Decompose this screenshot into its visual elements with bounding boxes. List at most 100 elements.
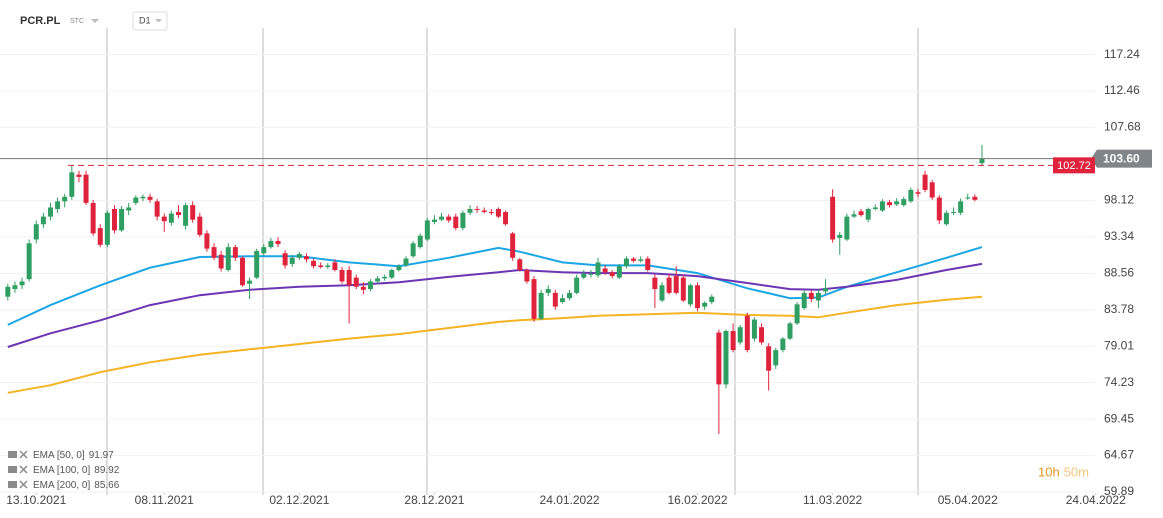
- interval[interactable]: D1: [139, 15, 151, 25]
- candles: [5, 144, 985, 434]
- candle-body: [62, 196, 68, 202]
- candle-body: [140, 196, 146, 199]
- candle-body: [823, 288, 829, 292]
- countdown-hours: 10h: [1038, 464, 1060, 479]
- candle-body: [922, 174, 928, 190]
- candle-body: [567, 292, 573, 299]
- candle-body: [581, 273, 587, 278]
- x-tick-label: 28.12.2021: [404, 493, 464, 507]
- alert-box: [1053, 157, 1095, 174]
- candle-body: [311, 260, 317, 267]
- x-tick-label: 11.03.2022: [803, 493, 862, 507]
- y-tick-label: 112.46: [1104, 83, 1140, 97]
- candle-body: [609, 272, 615, 277]
- candle-body: [979, 158, 985, 164]
- candle-body: [638, 259, 644, 261]
- candle-body: [901, 199, 907, 206]
- candle-body: [467, 208, 473, 213]
- candle-body: [175, 212, 181, 216]
- legend-icon: [8, 451, 17, 458]
- candle-body: [218, 254, 224, 269]
- candle-body: [360, 286, 366, 290]
- candle-body: [737, 327, 743, 343]
- candle-body: [97, 228, 103, 245]
- candle-body: [951, 212, 957, 214]
- candle-body: [254, 250, 260, 278]
- candle-body: [332, 262, 338, 270]
- candle-body: [524, 270, 530, 282]
- candle-body: [247, 280, 253, 284]
- y-tick-label: 74.23: [1104, 375, 1134, 389]
- candle-body: [943, 212, 949, 225]
- candle-body: [616, 266, 622, 278]
- candle-body: [872, 207, 878, 209]
- legend-name: EMA [100, 0]: [33, 465, 90, 476]
- last-price-box: [1097, 149, 1152, 168]
- y-tick-label: 98.12: [1104, 193, 1134, 207]
- candle-body: [595, 262, 601, 276]
- candle-body: [303, 256, 309, 260]
- candle-body: [787, 323, 793, 339]
- candle-body: [55, 201, 61, 209]
- y-tick-label: 88.56: [1104, 266, 1134, 280]
- x-tick-label: 05.04.2022: [938, 493, 998, 507]
- legend-icon: [8, 481, 17, 488]
- candle-body: [239, 257, 245, 286]
- candle-body: [318, 265, 324, 267]
- candle-body: [325, 265, 331, 267]
- candle-body: [154, 201, 160, 217]
- candle-body: [232, 247, 238, 258]
- candle-body: [183, 205, 189, 226]
- candle-body: [723, 331, 729, 385]
- candle-body: [801, 292, 807, 309]
- candle-body: [780, 338, 786, 351]
- candle-body: [33, 224, 39, 240]
- candle-body: [90, 202, 96, 234]
- candle-body: [446, 216, 452, 221]
- candle-body: [673, 276, 679, 293]
- candle-body: [204, 233, 210, 249]
- y-tick-label: 107.68: [1104, 120, 1141, 134]
- candle-body: [119, 208, 125, 231]
- candle-body: [851, 214, 857, 217]
- candle-body: [190, 205, 196, 220]
- candle-body: [353, 277, 359, 287]
- candle-body: [538, 292, 544, 319]
- candle-body: [858, 211, 864, 216]
- candle-body: [275, 241, 281, 245]
- candle-body: [702, 302, 708, 307]
- interval-box[interactable]: [132, 11, 168, 31]
- candle-body: [659, 285, 665, 301]
- candle-body: [972, 196, 978, 200]
- candle-body: [488, 212, 494, 214]
- candle-body: [602, 268, 608, 273]
- candle-body: [631, 258, 637, 261]
- candle-body: [26, 243, 32, 280]
- candle-body: [268, 241, 274, 248]
- legend-value: 89.92: [94, 465, 119, 476]
- legend-icon: [19, 480, 28, 489]
- y-tick-label: 117.24: [1104, 47, 1140, 61]
- candle-body: [915, 192, 921, 194]
- x-tick-label: 13.10.2021: [6, 493, 66, 507]
- candle-body: [5, 286, 11, 297]
- candle-body: [346, 270, 352, 286]
- y-tick-label: 79.01: [1104, 338, 1134, 352]
- candle-body: [19, 281, 25, 286]
- y-tick-label: 93.34: [1104, 229, 1134, 243]
- candle-body: [695, 285, 701, 309]
- candle-body: [367, 281, 373, 290]
- candle-body: [83, 174, 89, 203]
- candle-body: [168, 213, 174, 223]
- dropdown-arrow[interactable]: [91, 19, 99, 23]
- legend-value: 85.66: [94, 480, 119, 491]
- market[interactable]: STC: [70, 18, 84, 25]
- legend-entry: EMA [100, 0] 89.92: [33, 465, 120, 476]
- candle-body: [161, 216, 167, 222]
- candle-body: [965, 197, 971, 199]
- dropdown-arrow[interactable]: [155, 19, 162, 23]
- candle-body: [559, 298, 565, 303]
- candle-body: [531, 279, 537, 319]
